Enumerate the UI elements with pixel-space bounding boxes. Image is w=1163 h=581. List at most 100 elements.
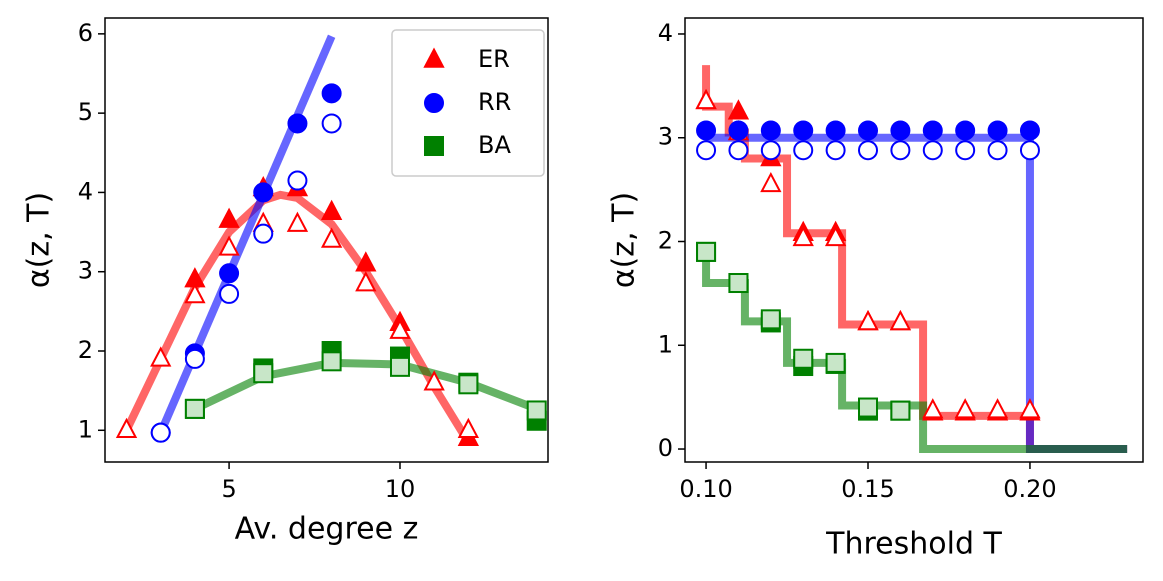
x-axis-label: Threshold T (825, 527, 1002, 562)
open-marker (954, 398, 976, 419)
y-tick-label: 4 (78, 177, 93, 205)
open-marker (986, 398, 1009, 419)
open-marker (458, 374, 479, 395)
y-tick-label: 4 (658, 19, 673, 47)
open-marker (184, 348, 205, 369)
fit-line (122, 190, 472, 445)
y-tick-label: 1 (78, 415, 93, 443)
open-marker (793, 348, 814, 369)
open-marker (922, 398, 944, 419)
filled-marker (1019, 120, 1040, 141)
open-marker (526, 400, 547, 421)
y-tick-label: 2 (78, 336, 93, 364)
open-marker (858, 397, 879, 418)
legend-label: RR (478, 88, 511, 116)
open-marker (218, 235, 240, 256)
open-marker (184, 283, 206, 304)
open-marker (858, 140, 879, 161)
open-marker (150, 346, 172, 367)
open-marker (760, 171, 782, 193)
filled-marker (728, 120, 749, 141)
filled-marker (218, 207, 240, 228)
y-tick-label: 3 (78, 257, 93, 285)
axes-frame (104, 17, 549, 463)
open-marker (219, 283, 240, 304)
open-marker (728, 273, 749, 294)
filled-marker (858, 120, 879, 141)
x-tick-label: 0.15 (841, 475, 894, 503)
y-tick-label: 1 (658, 330, 673, 358)
open-marker (423, 370, 445, 391)
open-marker (286, 211, 309, 232)
open-marker (890, 400, 911, 421)
open-marker (987, 140, 1008, 161)
open-marker (922, 140, 943, 161)
y-tick-label: 0 (658, 434, 673, 462)
open-marker (760, 309, 781, 330)
open-marker (1019, 140, 1040, 161)
open-marker (389, 318, 411, 339)
filled-marker (355, 251, 377, 272)
open-marker (287, 170, 308, 191)
open-marker (955, 140, 976, 161)
y-axis-label: α(z, T) (607, 192, 642, 288)
axes-frame (684, 17, 1144, 463)
open-marker (824, 225, 847, 247)
open-marker (825, 140, 846, 161)
legend-label: BA (478, 131, 511, 159)
open-marker (389, 356, 410, 377)
open-marker (857, 309, 879, 331)
filled-marker (727, 99, 750, 120)
x-tick-label: 0.20 (1003, 475, 1056, 503)
fit-line (157, 34, 336, 435)
open-marker (321, 113, 342, 134)
filled-marker (922, 120, 943, 141)
open-marker (184, 398, 205, 419)
open-marker (457, 417, 480, 439)
y-tick-label: 6 (78, 19, 93, 47)
filled-marker (320, 199, 343, 220)
filled-marker (760, 120, 781, 141)
filled-marker (287, 113, 308, 134)
open-marker (695, 88, 717, 110)
fit-line (193, 358, 539, 413)
open-marker (889, 309, 912, 331)
filled-marker (793, 120, 814, 141)
open-marker (696, 140, 717, 161)
filled-marker (890, 120, 911, 141)
legend-label: ER (478, 45, 510, 73)
filled-marker (955, 120, 976, 141)
x-tick-label: 0.10 (679, 475, 732, 503)
legend-box (391, 29, 545, 177)
open-marker (320, 227, 343, 248)
filled-marker (696, 120, 717, 141)
x-tick-label: 10 (385, 475, 416, 503)
open-marker (760, 140, 781, 161)
filled-marker (825, 120, 846, 141)
filled-marker (219, 263, 240, 284)
open-marker (253, 363, 274, 384)
open-marker (115, 417, 138, 439)
legend-marker (424, 136, 444, 156)
filled-marker (987, 120, 1008, 141)
open-marker (321, 351, 342, 372)
open-marker (1019, 398, 1041, 419)
x-tick-label: 5 (221, 475, 236, 503)
open-marker (825, 352, 846, 373)
legend-marker (423, 47, 445, 68)
filled-marker (321, 83, 342, 104)
y-tick-label: 3 (658, 123, 673, 151)
y-tick-label: 2 (658, 227, 673, 255)
open-marker (355, 271, 377, 292)
fit-line (702, 251, 1128, 454)
open-marker (150, 422, 171, 443)
open-marker (253, 223, 274, 244)
y-axis-label: α(z, T) (22, 192, 57, 288)
open-marker (793, 140, 814, 161)
open-marker (792, 225, 814, 247)
open-marker (890, 140, 911, 161)
open-marker (728, 140, 749, 161)
filled-marker (253, 182, 274, 203)
